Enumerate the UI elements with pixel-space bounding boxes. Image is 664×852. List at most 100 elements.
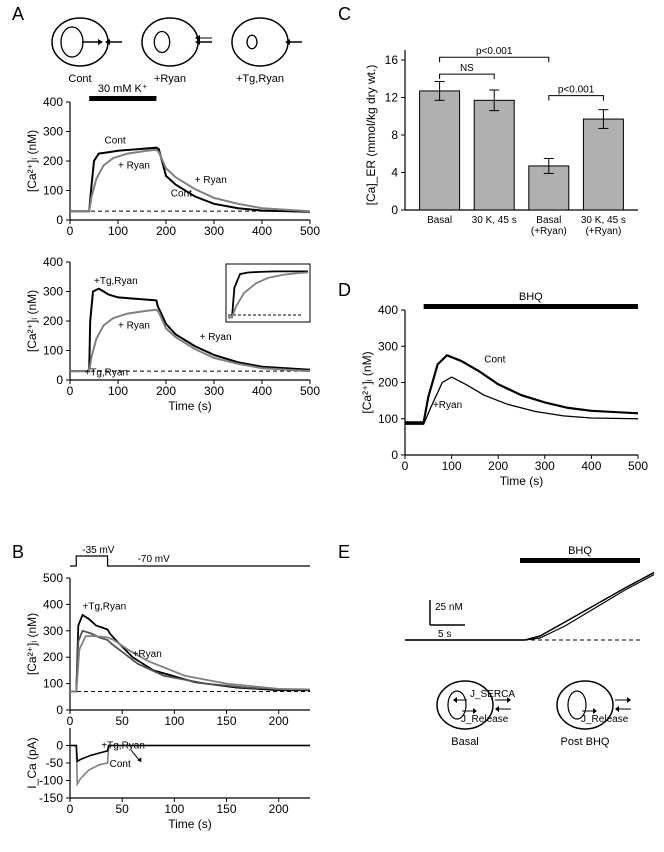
svg-text:200: 200 — [488, 459, 508, 473]
svg-text:300: 300 — [43, 285, 63, 299]
svg-text:200: 200 — [378, 376, 398, 390]
svg-text:Cont: Cont — [110, 759, 131, 770]
svg-text:0: 0 — [67, 802, 74, 816]
svg-text:Basal: Basal — [427, 215, 452, 226]
svg-text:0: 0 — [67, 224, 74, 238]
svg-text:300: 300 — [535, 459, 555, 473]
svg-text:0: 0 — [402, 459, 409, 473]
svg-text:4: 4 — [391, 166, 398, 180]
svg-text:200: 200 — [269, 714, 289, 728]
svg-text:0: 0 — [67, 714, 74, 728]
svg-text:-35 mV: -35 mV — [82, 545, 115, 556]
svg-text:[Ca]_ER (mmol/kg dry wt.): [Ca]_ER (mmol/kg dry wt.) — [364, 65, 378, 206]
svg-text:Cont: Cont — [68, 73, 91, 85]
svg-text:Time (s): Time (s) — [168, 399, 212, 413]
svg-text:-70 mV: -70 mV — [138, 554, 171, 565]
svg-text:0: 0 — [56, 703, 63, 717]
svg-text:Cont: Cont — [484, 355, 505, 366]
svg-text:J_Release: J_Release — [581, 714, 629, 725]
svg-text:500: 500 — [300, 224, 320, 238]
svg-text:200: 200 — [156, 384, 176, 398]
svg-text:-100: -100 — [39, 774, 63, 788]
svg-text:+Tg,Ryan: +Tg,Ryan — [94, 276, 138, 287]
svg-text:30 K, 45 s: 30 K, 45 s — [472, 215, 517, 226]
svg-text:p<0.001: p<0.001 — [558, 85, 595, 96]
svg-text:25 nM: 25 nM — [435, 602, 463, 613]
svg-text:BHQ: BHQ — [519, 291, 543, 303]
svg-text:+ Ryan: + Ryan — [195, 175, 227, 186]
svg-text:+ Ryan: + Ryan — [118, 160, 150, 171]
svg-text:400: 400 — [252, 224, 272, 238]
svg-text:[Ca²⁺]ᵢ (nM): [Ca²⁺]ᵢ (nM) — [360, 351, 374, 413]
svg-text:(+Ryan): (+Ryan) — [531, 226, 567, 237]
svg-text:100: 100 — [378, 412, 398, 426]
svg-text:[Ca²⁺]ᵢ (nM): [Ca²⁺]ᵢ (nM) — [25, 290, 39, 352]
svg-text:BHQ: BHQ — [568, 545, 592, 557]
svg-text:+Ryan: +Ryan — [433, 400, 462, 411]
svg-text:Basal: Basal — [451, 736, 479, 748]
svg-text:I_Ca (pA): I_Ca (pA) — [25, 737, 39, 788]
svg-text:200: 200 — [43, 314, 63, 328]
svg-text:100: 100 — [164, 714, 184, 728]
svg-text:+ Ryan: + Ryan — [118, 320, 150, 331]
svg-text:500: 500 — [43, 571, 63, 585]
svg-text:0: 0 — [391, 448, 398, 462]
svg-text:Cont: Cont — [105, 135, 126, 146]
svg-text:400: 400 — [43, 95, 63, 109]
svg-text:100: 100 — [442, 459, 462, 473]
svg-text:0: 0 — [391, 203, 398, 217]
svg-text:+Ryan: +Ryan — [154, 73, 186, 85]
svg-text:200: 200 — [156, 224, 176, 238]
svg-text:Time (s): Time (s) — [168, 817, 212, 831]
svg-text:p<0.001: p<0.001 — [476, 46, 513, 57]
svg-text:16: 16 — [385, 53, 399, 67]
svg-text:100: 100 — [43, 184, 63, 198]
svg-text:100: 100 — [43, 677, 63, 691]
svg-text:+Ryan: +Ryan — [133, 649, 162, 660]
svg-text:0: 0 — [56, 213, 63, 227]
svg-text:-50: -50 — [46, 756, 64, 770]
svg-text:500: 500 — [628, 459, 648, 473]
svg-text:0: 0 — [67, 384, 74, 398]
svg-text:Time (s): Time (s) — [500, 474, 544, 488]
svg-text:300: 300 — [43, 624, 63, 638]
svg-text:0: 0 — [56, 739, 63, 753]
svg-text:500: 500 — [300, 384, 320, 398]
svg-text:100: 100 — [108, 224, 128, 238]
svg-text:+ Ryan: + Ryan — [200, 332, 232, 343]
figure-svg: Cont+Ryan+Tg,Ryan01002003004005000100200… — [10, 10, 654, 842]
svg-text:30 mM K⁺: 30 mM K⁺ — [98, 83, 148, 95]
svg-text:[Ca²⁺]ᵢ (nM): [Ca²⁺]ᵢ (nM) — [25, 130, 39, 192]
svg-text:50: 50 — [115, 802, 129, 816]
svg-text:[Ca²⁺]ᵢ (nM): [Ca²⁺]ᵢ (nM) — [25, 613, 39, 675]
svg-text:8: 8 — [391, 128, 398, 142]
svg-text:(+Ryan): (+Ryan) — [585, 226, 621, 237]
svg-text:Post BHQ: Post BHQ — [561, 736, 610, 748]
svg-text:300: 300 — [204, 224, 224, 238]
svg-text:J_Release: J_Release — [461, 714, 509, 725]
svg-text:150: 150 — [217, 714, 237, 728]
svg-text:+Tg,Ryan: +Tg,Ryan — [83, 602, 127, 613]
svg-text:300: 300 — [204, 384, 224, 398]
svg-text:0: 0 — [56, 373, 63, 387]
svg-text:Basal: Basal — [536, 215, 561, 226]
svg-text:+Tg,Ryan: +Tg,Ryan — [84, 368, 128, 379]
svg-text:5 s: 5 s — [438, 629, 451, 640]
svg-text:400: 400 — [581, 459, 601, 473]
svg-text:Cont: Cont — [171, 188, 192, 199]
svg-text:200: 200 — [43, 650, 63, 664]
svg-text:400: 400 — [252, 384, 272, 398]
svg-text:-150: -150 — [39, 791, 63, 805]
svg-text:200: 200 — [43, 154, 63, 168]
svg-text:400: 400 — [43, 255, 63, 269]
svg-text:300: 300 — [378, 339, 398, 353]
svg-text:30 K, 45 s: 30 K, 45 s — [581, 215, 626, 226]
svg-text:NS: NS — [460, 63, 474, 74]
svg-text:+Tg,Ryan: +Tg,Ryan — [101, 740, 145, 751]
svg-text:100: 100 — [108, 384, 128, 398]
svg-text:+Tg,Ryan: +Tg,Ryan — [236, 73, 284, 85]
svg-text:12: 12 — [385, 91, 399, 105]
svg-text:100: 100 — [164, 802, 184, 816]
svg-text:150: 150 — [217, 802, 237, 816]
svg-text:200: 200 — [269, 802, 289, 816]
